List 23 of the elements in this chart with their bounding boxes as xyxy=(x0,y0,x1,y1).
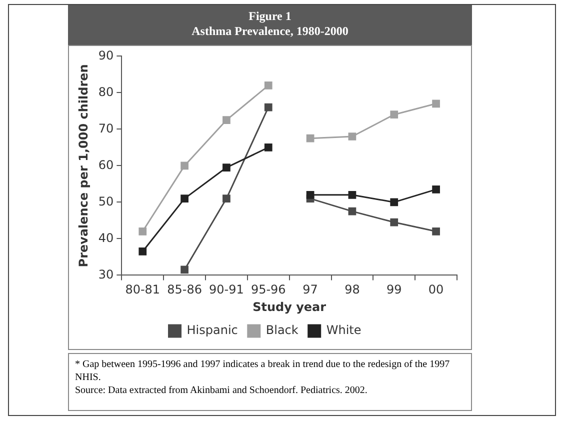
y-tick-label: 70 xyxy=(98,121,114,136)
legend-label: White xyxy=(326,323,362,338)
x-tick-label: 99 xyxy=(386,282,402,297)
y-tick-label: 40 xyxy=(98,230,114,245)
x-tick-label: 80-81 xyxy=(125,282,160,297)
text: * Gap between 1995-1996 and 1997 indicates a break in trend due to the redesign of the 1997 NHIS. xyxy=(75,358,451,384)
source-note: Source: Data extracted from Akinbami and Schoendorf. Pediatrics. 2002. xyxy=(75,384,368,397)
y-tick-label: 80 xyxy=(98,84,114,99)
x-tick-label: 00 xyxy=(428,282,444,297)
x-tick-label: 98 xyxy=(344,282,360,297)
x-axis-title: Study year xyxy=(252,300,326,314)
legend-label: Black xyxy=(266,323,298,338)
y-tick-label: 50 xyxy=(98,194,114,208)
y-tick-label: 60 xyxy=(98,158,114,172)
y-axis-title: Prevalence per 1,000 children xyxy=(76,64,90,268)
y-tick-label: 90 xyxy=(98,48,114,62)
x-tick-label: 90-91 xyxy=(209,282,244,297)
y-tick-label: 30 xyxy=(98,267,114,282)
chart-title: Figure 1 Asthma Prevalence, 1980-2000 xyxy=(68,5,472,45)
x-tick-label: 85-86 xyxy=(167,282,202,297)
x-tick-label: 95-96 xyxy=(250,282,286,297)
legend-label: Hispanic xyxy=(186,323,238,338)
x-tick-label: 97 xyxy=(302,282,318,297)
